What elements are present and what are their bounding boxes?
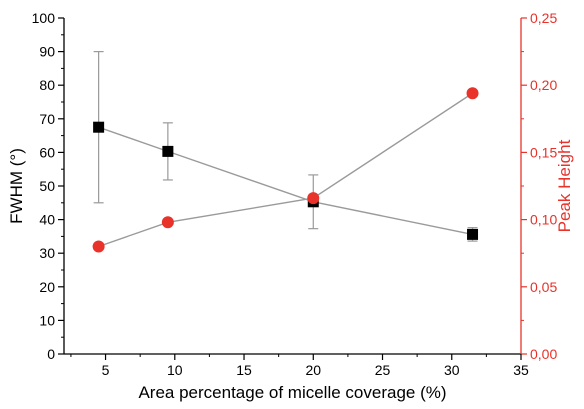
right-tick-label: 0,10	[530, 212, 557, 228]
x-tick-label: 30	[444, 362, 460, 378]
right-tick-label: 0,15	[530, 144, 557, 160]
right-tick-label: 0,25	[530, 10, 557, 26]
series-line-right	[98, 92, 473, 248]
fwhm-point	[467, 228, 479, 240]
fwhm-point	[162, 145, 174, 157]
fwhm-point	[93, 121, 105, 133]
left-tick-label: 90	[39, 44, 55, 60]
x-axis-ticks: 5 10 15 20 25 30 35	[70, 354, 529, 378]
left-tick-label: 80	[39, 77, 55, 93]
series-lines	[98, 92, 473, 248]
peak-height-point	[161, 216, 174, 229]
left-tick-label: 20	[39, 279, 55, 295]
left-tick-label: 10	[39, 312, 55, 328]
left-tick-label: 50	[39, 178, 55, 194]
x-tick-label: 20	[305, 362, 321, 378]
left-axis-ticks: 0 10 20 30 40 50 60 70 80 90 100	[32, 10, 64, 362]
left-tick-label: 30	[39, 245, 55, 261]
error-bars	[93, 50, 478, 242]
x-tick-label: 35	[513, 362, 529, 378]
left-tick-label: 100	[32, 10, 56, 26]
peak-height-point	[466, 87, 479, 100]
x-tick-label: 25	[375, 362, 391, 378]
left-tick-label: 0	[47, 346, 55, 362]
right-tick-label: 0,20	[530, 77, 557, 93]
right-axis-ticks: 0,00 0,05 0,10 0,15 0,20 0,25	[521, 10, 557, 362]
left-tick-label: 60	[39, 144, 55, 160]
x-axis-title: Area percentage of micelle coverage (%)	[138, 383, 446, 402]
left-tick-label: 70	[39, 111, 55, 127]
right-tick-label: 0,00	[530, 346, 557, 362]
left-tick-label: 40	[39, 212, 55, 228]
right-y-axis-title: Peak Height	[555, 139, 574, 232]
data-points	[92, 87, 479, 253]
x-tick-label: 5	[102, 362, 110, 378]
peak-height-point	[307, 192, 320, 205]
right-tick-label: 0,05	[530, 279, 557, 295]
series-line-left	[98, 126, 473, 236]
x-tick-label: 10	[167, 362, 183, 378]
left-y-axis-title: FWHM (°)	[7, 148, 26, 224]
peak-height-point	[92, 240, 105, 253]
x-tick-label: 15	[236, 362, 252, 378]
